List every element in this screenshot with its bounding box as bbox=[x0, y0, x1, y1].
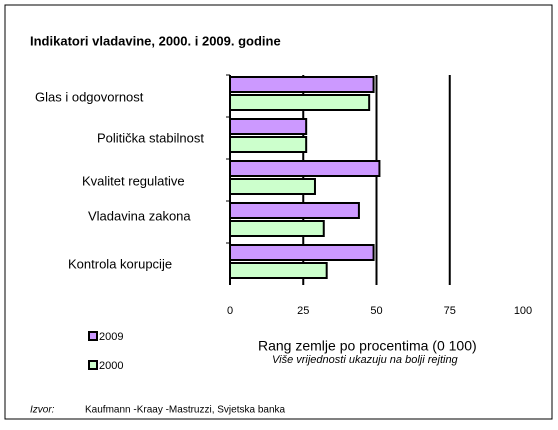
source-label: Izvor: bbox=[30, 405, 55, 416]
category-label: Kontrola korupcije bbox=[68, 256, 172, 271]
x-tick-label: 0 bbox=[227, 305, 233, 317]
category-label: Kvalitet regulative bbox=[82, 173, 185, 188]
bar bbox=[229, 244, 375, 261]
bar bbox=[229, 76, 375, 93]
bar bbox=[229, 136, 308, 153]
x-tick-label: 75 bbox=[444, 305, 456, 317]
legend-label: 2000 bbox=[99, 360, 123, 372]
bar bbox=[229, 118, 308, 135]
bar bbox=[229, 202, 360, 219]
chart-title: Indikatori vladavine, 2000. i 2009. godi… bbox=[30, 33, 281, 48]
x-tick-label: 25 bbox=[297, 305, 309, 317]
bar bbox=[229, 220, 325, 237]
x-tick-label: 100 bbox=[514, 305, 532, 317]
bar bbox=[229, 262, 328, 279]
legend-label: 2009 bbox=[99, 331, 123, 343]
source: Kaufmann -Kraay -Mastruzzi, Svjetska ban… bbox=[85, 405, 286, 416]
category-label: Glas i odgovornost bbox=[35, 89, 144, 104]
legend-swatch bbox=[88, 331, 98, 341]
x-axis-label: Rang zemlje po procentima (0 100) bbox=[258, 338, 477, 354]
legend-swatch bbox=[88, 360, 98, 370]
bar bbox=[229, 160, 381, 177]
subtitle: Više vrijednosti ukazuju na bolji rejtin… bbox=[272, 354, 459, 366]
x-tick-label: 50 bbox=[370, 305, 382, 317]
bar bbox=[229, 94, 371, 111]
bar bbox=[229, 178, 316, 195]
category-label: Politička stabilnost bbox=[97, 130, 204, 145]
category-label: Vladavina zakona bbox=[88, 208, 191, 223]
